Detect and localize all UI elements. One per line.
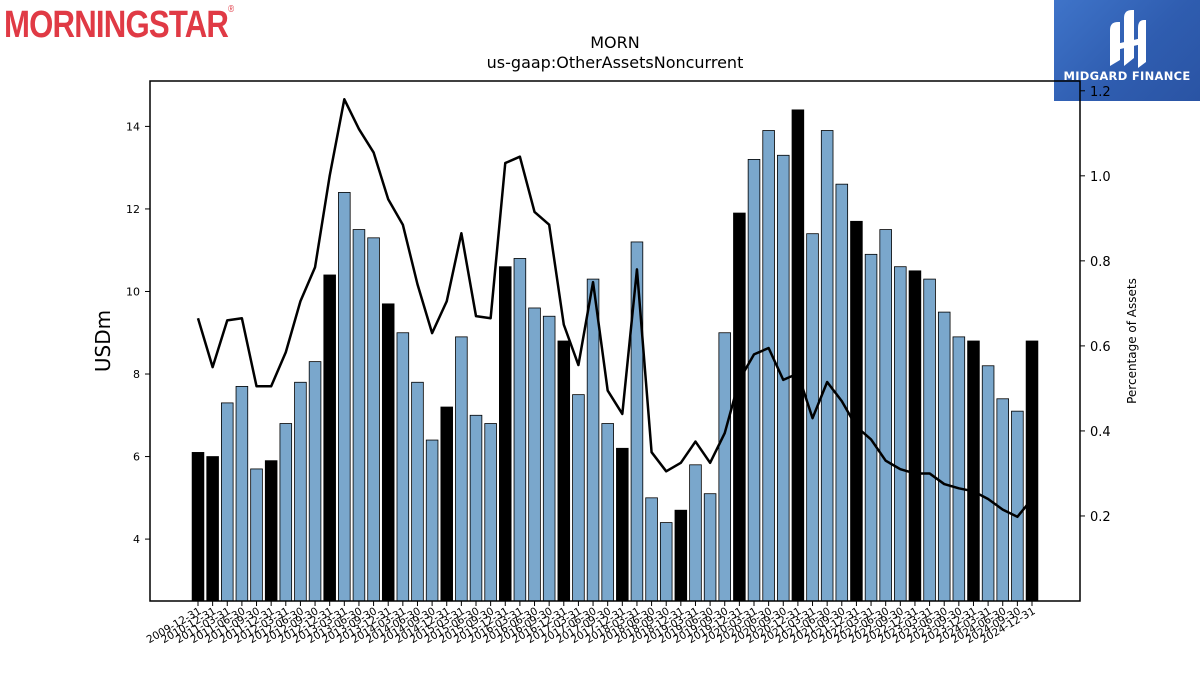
midgard-logo-icon [1110,10,1146,68]
bar [586,278,600,602]
bar [952,336,966,602]
bar [279,423,293,602]
plot-frame [149,80,1081,602]
bar [381,303,395,602]
line-series [196,98,1033,519]
bar [937,311,951,602]
bar [191,452,205,602]
registered-mark: ® [228,4,234,15]
percentage-line [196,98,1033,519]
bar [513,258,527,602]
bar [923,278,936,602]
bar [981,365,995,602]
bar [630,241,644,602]
bar [528,307,541,602]
bar [440,406,453,602]
y-tick-label: 8 [133,368,140,381]
bar [235,385,249,602]
chart-subtitle: us-gaap:OtherAssetsNoncurrent [487,53,744,72]
bar [542,315,556,602]
bar [294,381,307,602]
bar [455,336,468,602]
bar [733,212,746,602]
bar [250,468,263,602]
bar [352,229,366,602]
bar [264,460,278,602]
y2-tick-label: 1.0 [1090,170,1111,185]
bar [820,130,834,602]
bar [791,109,805,602]
bar [908,270,922,602]
y2-tick-label: 1.2 [1090,85,1111,100]
bar [396,332,410,602]
bar [425,439,439,602]
y-tick-label: 14 [126,120,140,133]
y-tick-label: 12 [126,203,140,216]
bar [967,340,980,602]
chart-title: MORN [590,33,639,52]
bar [616,447,629,602]
bar [338,192,351,602]
bar [206,456,219,602]
bar [689,464,702,602]
bar [323,274,336,602]
bar [557,340,571,602]
bar [703,493,717,602]
bar [1011,410,1024,602]
y-axis: 4 6 8 10 12 14 [126,120,150,546]
bar [411,381,424,602]
bar [659,522,673,602]
bar [469,414,483,602]
bar [484,423,497,602]
y2-axis-label: Percentage of Assets [1125,278,1139,404]
bar [747,159,761,602]
morningstar-logo-text: MORNINGSTAR [4,4,229,46]
bar-series [191,109,1039,602]
bar [674,509,688,602]
bar [367,237,380,602]
y-axis-label: USDm [91,310,115,372]
bar [572,394,585,602]
midgard-finance-logo: MIDGARD FINANCE [1054,0,1200,101]
morningstar-logo: MORNINGSTAR® [4,4,234,47]
bar [645,497,658,602]
x-axis: 2009-12-312010-12-312011-03-312011-06-30… [145,601,1038,646]
y-tick-label: 10 [126,285,140,298]
y-tick-label: 6 [133,451,140,464]
bar [864,253,878,602]
y2-tick-label: 0.6 [1090,340,1111,355]
bar [762,130,775,602]
bar [601,423,614,602]
y2-tick-label: 0.4 [1090,425,1111,440]
bar [221,402,234,602]
bar [894,266,907,602]
bar [718,332,731,602]
bar [835,183,849,602]
bar [308,361,322,602]
bar [850,220,863,602]
y-tick-label: 4 [133,533,140,546]
y2-tick-label: 0.8 [1090,255,1111,270]
bar [879,229,892,602]
y2-axis: 0.2 0.4 0.6 0.8 1.0 1.2 [1080,85,1111,525]
bar [996,398,1009,602]
bar [499,266,512,602]
midgard-logo-text: MIDGARD FINANCE [1063,69,1191,83]
y2-tick-label: 0.2 [1090,510,1111,525]
bar [1025,340,1039,602]
